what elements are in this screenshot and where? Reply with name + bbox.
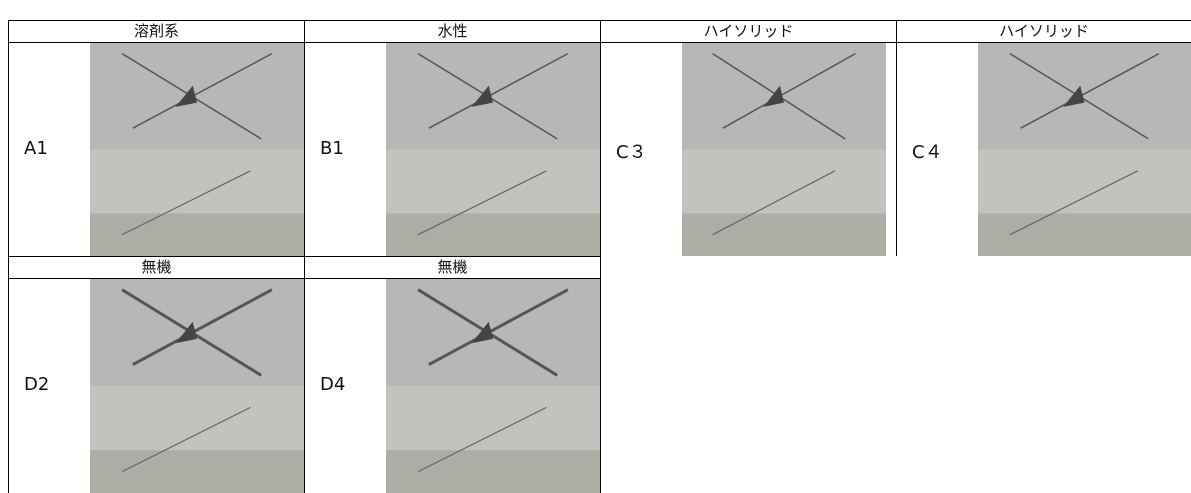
- column-header: 無機: [304, 256, 601, 279]
- sample-label: C４: [912, 141, 943, 163]
- sample-label: C３: [616, 141, 647, 163]
- test-photo: [386, 279, 600, 493]
- test-photo: [978, 43, 1191, 256]
- test-photo: [386, 43, 600, 256]
- column-header: ハイソリッド: [896, 20, 1191, 43]
- sample-cell: [304, 279, 601, 493]
- sample-label: D4: [320, 374, 346, 395]
- column-header: 水性: [304, 20, 601, 43]
- test-photo: [90, 279, 304, 493]
- column-header: 溶剤系: [8, 20, 305, 43]
- column-header: 無機: [8, 256, 305, 279]
- test-photo: [90, 43, 304, 256]
- sample-label: D2: [24, 374, 50, 395]
- sample-label: A1: [24, 137, 48, 159]
- test-photo: [682, 43, 886, 256]
- sample-label: B1: [320, 137, 344, 159]
- column-header: ハイソリッド: [600, 20, 897, 43]
- sample-cell: [896, 43, 1191, 256]
